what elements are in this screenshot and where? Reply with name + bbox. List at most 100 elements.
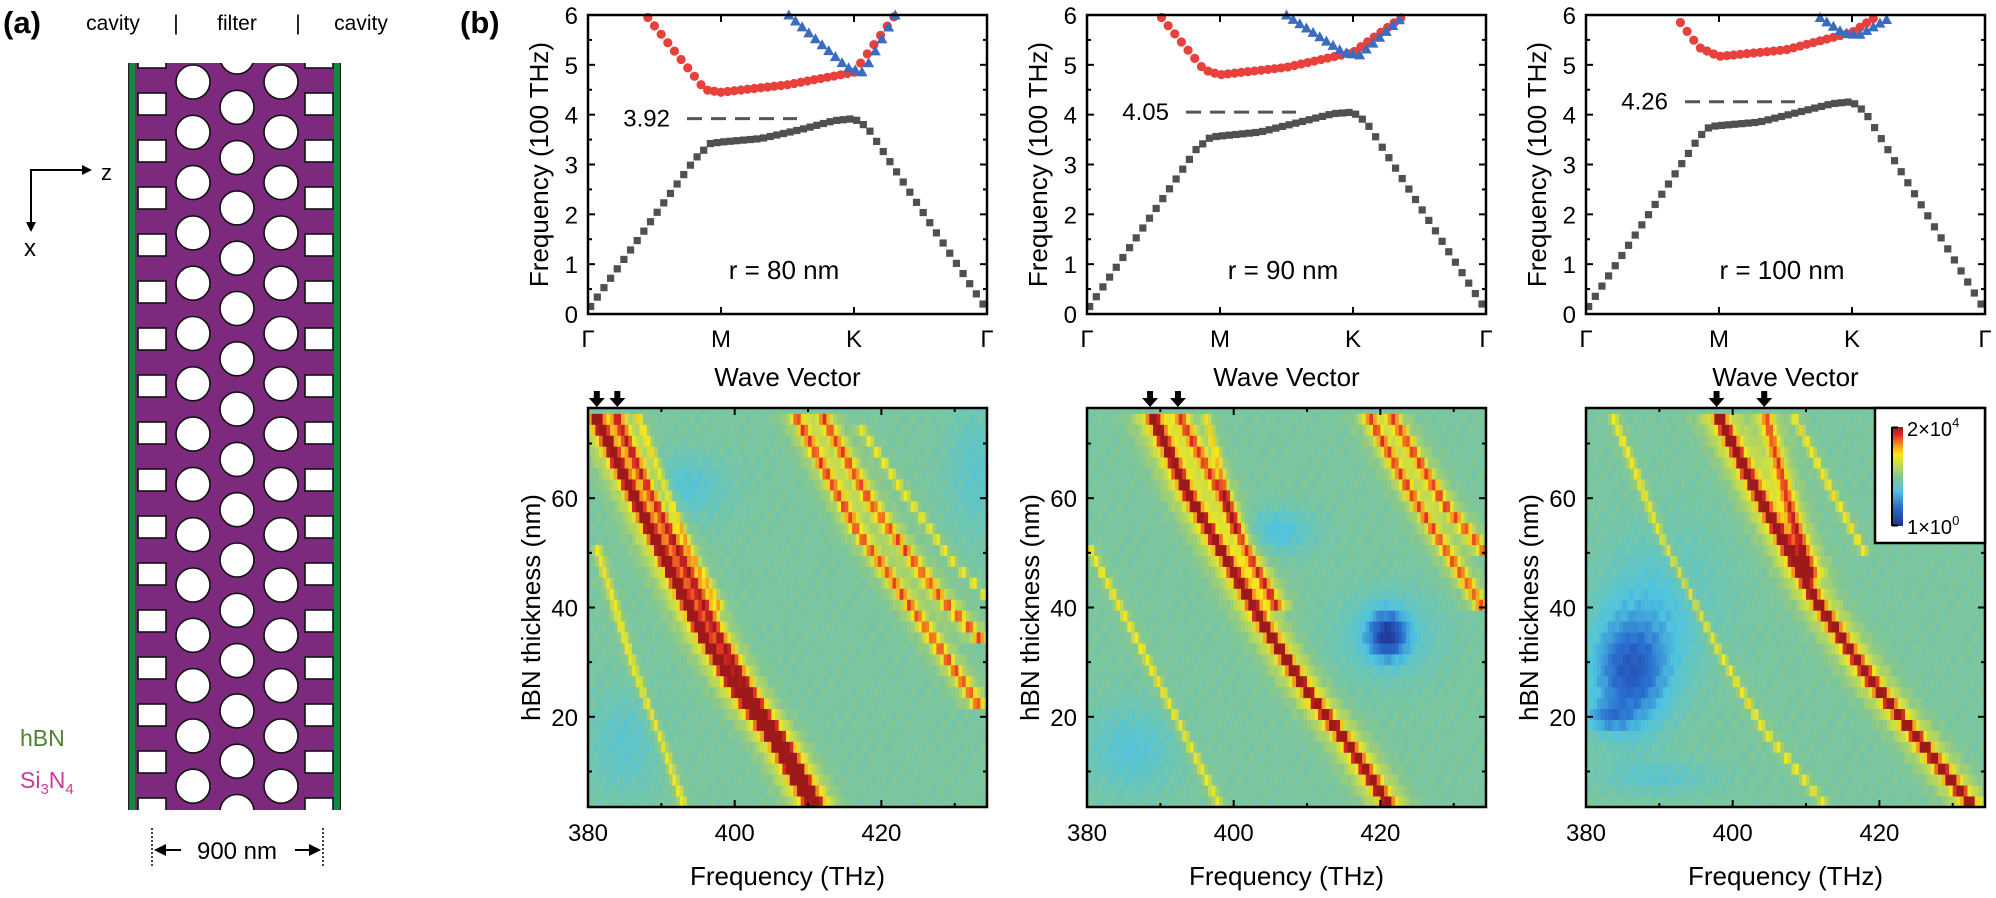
heatmap-cell xyxy=(874,730,879,742)
heatmap-cell xyxy=(621,489,626,502)
heatmap-cell xyxy=(1431,796,1436,808)
heatmap-cell xyxy=(599,774,604,786)
heatmap-cell xyxy=(767,708,772,720)
heatmap-cell xyxy=(980,763,985,775)
heatmap-cell xyxy=(936,577,941,589)
heatmap-cell xyxy=(976,664,981,677)
heatmap-cell xyxy=(932,457,937,469)
heatmap-cell xyxy=(965,555,970,567)
band-point xyxy=(720,138,728,146)
band-series-circle xyxy=(643,12,899,97)
heatmap-cell xyxy=(1226,796,1231,808)
heatmap-cell xyxy=(973,719,978,731)
heatmap-cell xyxy=(591,675,596,688)
heatmap-cell xyxy=(657,555,662,567)
heatmap-cell xyxy=(830,468,835,480)
heatmap-cell xyxy=(808,544,813,556)
heatmap-cell xyxy=(819,457,824,469)
heatmap-cell xyxy=(910,555,915,567)
heatmap-cell xyxy=(621,577,626,589)
heatmap-cell xyxy=(742,653,747,666)
heatmap-cell xyxy=(639,588,644,600)
band-point xyxy=(1378,143,1386,151)
heatmap-cell xyxy=(683,555,688,567)
heatmap-cell xyxy=(727,664,732,677)
heatmap-cell xyxy=(940,675,945,688)
heatmap-cell xyxy=(918,588,923,600)
heatmap-cell xyxy=(863,544,868,556)
heatmap-cell xyxy=(599,675,604,688)
heatmap-cell xyxy=(841,500,846,513)
heatmap-cell xyxy=(863,457,868,469)
heatmap-cell xyxy=(665,544,670,556)
heatmap-cell xyxy=(958,577,963,589)
heatmap-cell xyxy=(690,555,695,567)
heatmap-cell xyxy=(866,730,871,742)
heatmap-cell xyxy=(1127,763,1132,775)
heatmap-cell xyxy=(874,522,879,535)
heatmap-cell xyxy=(786,719,791,731)
band-point xyxy=(1821,16,1833,27)
heatmap-cell xyxy=(815,577,820,589)
heatmap-cell xyxy=(822,643,827,655)
heatmap-cell xyxy=(690,785,695,797)
heatmap-cell xyxy=(1285,785,1290,797)
heatmap-cell xyxy=(844,752,849,764)
heatmap-cell xyxy=(727,763,732,775)
band-point xyxy=(1099,283,1107,291)
heatmap-cell xyxy=(745,413,750,425)
heatmap-cell xyxy=(778,785,783,797)
heatmap-cell xyxy=(969,632,974,644)
band-point xyxy=(1438,237,1446,245)
heatmap-cell xyxy=(1241,785,1246,797)
heatmap-cell xyxy=(606,643,611,655)
heatmap-cell xyxy=(973,577,978,589)
heatmap-cell xyxy=(984,588,988,600)
heatmap-cell xyxy=(701,533,706,546)
heatmap-cell xyxy=(771,522,776,535)
heatmap-cell xyxy=(595,774,600,786)
heatmap-cell xyxy=(888,796,893,808)
heatmap-cell xyxy=(800,446,805,458)
heatmap-cell xyxy=(973,774,978,786)
heatmap-cell xyxy=(749,664,754,677)
heatmap-cell xyxy=(628,533,633,546)
heatmap-cell xyxy=(848,522,853,535)
heatmap-cell xyxy=(844,785,849,797)
heatmap-cell xyxy=(877,741,882,753)
heatmap-cell xyxy=(899,763,904,775)
filter-hole-circle xyxy=(175,365,211,402)
heatmap-cell xyxy=(624,752,629,764)
heatmap-cell xyxy=(654,785,659,797)
heatmap-cell xyxy=(914,763,919,775)
heatmap-cell xyxy=(921,763,926,775)
heatmap-cell xyxy=(650,511,655,524)
heatmap-cell xyxy=(892,457,897,469)
heatmap-cell xyxy=(855,533,860,546)
heatmap-cell xyxy=(738,763,743,775)
heatmap-cell xyxy=(969,566,974,578)
heatmap-cell xyxy=(742,424,747,436)
heatmap-cell xyxy=(657,643,662,655)
heatmap-cell xyxy=(764,533,769,546)
heatmap-cell xyxy=(789,664,794,677)
heatmap-cell xyxy=(613,632,618,644)
heatmap-cell xyxy=(712,763,717,775)
heatmap-cell xyxy=(760,555,765,567)
heatmap-cell xyxy=(800,533,805,546)
heatmap-cell xyxy=(786,435,791,447)
heatmap-cell xyxy=(855,610,860,622)
filter-hole-circle xyxy=(219,391,255,427)
heatmap-cell xyxy=(643,796,648,808)
heatmap-cell xyxy=(613,435,618,447)
heatmap-cell xyxy=(588,774,593,786)
heatmap-cell xyxy=(958,610,963,622)
heatmap-cell xyxy=(683,408,688,414)
heatmap-cell xyxy=(712,774,717,786)
band-point xyxy=(1239,130,1247,138)
heatmap-cell xyxy=(1329,796,1334,808)
heatmap-cell xyxy=(753,653,758,666)
heatmap-cell xyxy=(764,785,769,797)
heatmap-cell xyxy=(727,533,732,546)
heatmap-cell xyxy=(775,610,780,622)
